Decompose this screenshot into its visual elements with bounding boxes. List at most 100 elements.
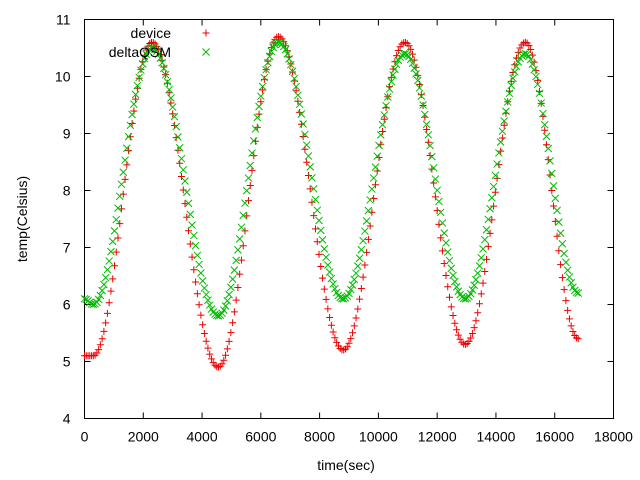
data-point-deltaqsm [477, 253, 486, 262]
data-point-deltaqsm [429, 163, 438, 172]
data-point-device [354, 305, 362, 313]
data-point-device [550, 202, 558, 210]
data-point-deltaqsm [189, 231, 198, 240]
data-point-device [103, 309, 111, 317]
data-point-device [345, 339, 353, 347]
data-point-device [248, 166, 256, 174]
data-point-deltaqsm [445, 256, 454, 265]
data-point-deltaqsm [260, 73, 269, 82]
x-tick-label: 4000 [186, 429, 217, 445]
data-point-deltaqsm [128, 110, 136, 119]
data-point-deltaqsm [440, 229, 449, 237]
x-tick-label: 12000 [418, 429, 457, 445]
data-point-deltaqsm [359, 236, 367, 245]
data-point-deltaqsm [544, 144, 553, 153]
data-point-device [371, 181, 379, 189]
data-point-deltaqsm [202, 290, 211, 299]
data-point-device [319, 274, 327, 282]
data-point-device [116, 220, 124, 228]
data-point-device [255, 110, 263, 118]
data-point-deltaqsm [551, 194, 560, 203]
data-point-deltaqsm [251, 125, 260, 133]
data-point-deltaqsm [137, 66, 145, 75]
data-point-device [352, 314, 360, 322]
data-point-deltaqsm [389, 71, 397, 79]
data-point-deltaqsm [235, 235, 244, 243]
data-point-device [442, 271, 450, 279]
data-point-deltaqsm [380, 111, 389, 119]
data-point-deltaqsm [484, 215, 493, 224]
data-point-device [446, 293, 454, 301]
data-point-deltaqsm [408, 59, 417, 68]
data-point-deltaqsm [115, 192, 124, 201]
data-point-deltaqsm [177, 154, 186, 163]
data-point-device [447, 303, 455, 311]
data-point-deltaqsm [191, 241, 200, 250]
data-point-device [294, 97, 302, 105]
data-point-device [174, 146, 182, 154]
data-point-device [243, 212, 251, 220]
data-point-deltaqsm [443, 248, 452, 256]
series-device [81, 33, 582, 371]
data-point-device [93, 349, 101, 357]
data-point-deltaqsm [159, 64, 168, 73]
data-point-device [308, 198, 316, 206]
data-point-device [572, 334, 580, 342]
data-point-device [401, 38, 409, 46]
data-point-device [257, 98, 265, 106]
data-point-deltaqsm [87, 300, 96, 308]
data-point-device [315, 250, 323, 258]
data-point-device [340, 346, 348, 354]
data-point-device [110, 262, 118, 270]
data-point-deltaqsm [198, 277, 207, 285]
data-point-deltaqsm [357, 245, 366, 254]
data-point-device [500, 121, 508, 129]
data-point-deltaqsm [532, 72, 540, 81]
y-tick-label: 6 [63, 297, 71, 313]
data-point-deltaqsm [186, 210, 195, 219]
data-point-deltaqsm [197, 269, 205, 277]
data-point-device [193, 290, 201, 298]
data-point-device [565, 315, 573, 323]
data-point-deltaqsm [286, 60, 295, 69]
data-point-deltaqsm [193, 251, 202, 260]
data-point-deltaqsm [318, 236, 327, 244]
data-point-device [438, 247, 446, 255]
data-point-device [195, 301, 203, 309]
y-tick-label: 7 [63, 240, 71, 256]
data-point-deltaqsm [424, 130, 433, 139]
data-point-deltaqsm [352, 269, 360, 278]
data-point-device [135, 74, 143, 82]
data-point-device [349, 329, 357, 337]
data-point-deltaqsm [470, 281, 479, 290]
data-point-deltaqsm [385, 85, 394, 93]
x-tick-label: 18000 [594, 429, 633, 445]
data-point-deltaqsm [249, 136, 258, 145]
data-point-deltaqsm [563, 266, 572, 275]
data-point-deltaqsm [110, 227, 119, 235]
data-point-deltaqsm [262, 65, 270, 74]
data-point-deltaqsm [362, 217, 371, 225]
data-point-device [107, 287, 115, 295]
data-point-device [250, 152, 258, 160]
data-point-deltaqsm [175, 143, 184, 152]
data-point-deltaqsm [244, 174, 253, 182]
data-point-device [516, 44, 524, 52]
data-point-device [236, 270, 244, 278]
data-point-deltaqsm [373, 152, 382, 161]
data-point-device [483, 255, 491, 263]
data-point-deltaqsm [122, 144, 131, 153]
data-point-deltaqsm [313, 206, 322, 215]
data-point-deltaqsm [223, 296, 232, 305]
data-point-device [329, 328, 337, 336]
data-point-device [239, 242, 247, 250]
data-point-device [259, 86, 267, 94]
data-point-deltaqsm [290, 74, 299, 83]
data-point-deltaqsm [121, 156, 129, 165]
data-point-device [470, 324, 478, 332]
data-point-device [287, 60, 295, 68]
data-point-device [453, 326, 461, 334]
data-point-deltaqsm [378, 120, 387, 129]
data-point-device [96, 341, 104, 349]
data-point-device [461, 340, 469, 348]
